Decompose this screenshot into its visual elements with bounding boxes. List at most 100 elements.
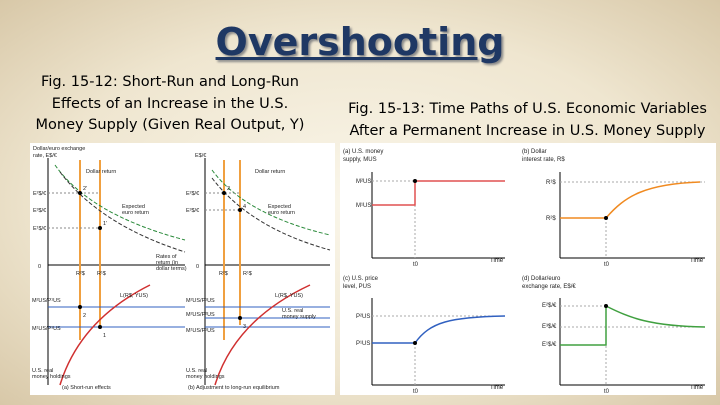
- figure-shape: [238, 208, 242, 212]
- left-caption: Fig. 15-12: Short-Run and Long-Run Effect…: [10, 72, 330, 137]
- figure-shape: [604, 216, 608, 220]
- figure-label: Dollar return: [255, 169, 285, 175]
- figure-label: R²$: [219, 271, 228, 277]
- figure-label: P¹US: [356, 341, 370, 347]
- figure-group: [413, 179, 608, 345]
- figure-label: R¹$: [546, 180, 556, 186]
- figure-shape: [59, 171, 186, 253]
- figure-label: U.S. real: [186, 368, 207, 374]
- figure-shape: [413, 341, 417, 345]
- figure-label: L(R$, YUS): [120, 293, 148, 299]
- figure-label: E³$/€: [186, 208, 199, 214]
- figure-label: R²$: [76, 271, 85, 277]
- figure-label: E²$/€: [33, 191, 46, 197]
- figure-label: E³$/€: [542, 324, 557, 330]
- figure-shape: [560, 181, 701, 219]
- figure-label: E$/€: [195, 153, 206, 159]
- figure-label: 2': [83, 186, 87, 192]
- figure-shape: [413, 179, 417, 183]
- figure-label: Time: [490, 258, 504, 264]
- figure-shape: [98, 226, 102, 230]
- figure-label: Time: [490, 385, 504, 391]
- figure-label: interest rate, R$: [522, 157, 565, 163]
- figure-label: M¹US/P¹US: [186, 328, 215, 334]
- figure-label: (b) Adjustment to long-run equilibrium: [188, 385, 280, 391]
- right-caption: Fig. 15-13: Time Paths of U.S. Economic …: [335, 99, 720, 142]
- figure-label: Expected: [122, 204, 145, 210]
- caption-line: Money Supply (Given Real Output, Y): [35, 117, 305, 133]
- figure-label: E¹$/€: [33, 226, 46, 232]
- caption-line: Effects of an Increase in the U.S.: [51, 95, 289, 112]
- figure-label: t0: [604, 262, 610, 268]
- figure-label: M¹US: [356, 203, 371, 209]
- figure-label: (a) U.S. money: [343, 149, 383, 155]
- figure-label: R¹$: [243, 271, 252, 277]
- figure-shape: [222, 191, 226, 195]
- figure-label: rate, E$/€: [33, 153, 57, 159]
- figure-label: M²US: [356, 179, 371, 185]
- figure-label: E³$/€: [33, 208, 46, 214]
- slide-title: Overshooting: [215, 20, 505, 64]
- figure-shape: [372, 315, 506, 344]
- figure-label: M²US/P¹US: [32, 298, 61, 304]
- figure-shape: [98, 325, 102, 329]
- figure-shape: [211, 169, 331, 236]
- figure-label: R²$: [546, 216, 556, 222]
- figure-label: U.S. real: [32, 368, 53, 374]
- figure-label: t0: [413, 262, 419, 268]
- figure-label: t0: [413, 389, 419, 395]
- figure-label: level, PUS: [343, 284, 371, 290]
- figure-label: Time: [690, 258, 704, 264]
- figure-shape: [340, 143, 716, 395]
- figure-label: 1: [103, 333, 106, 339]
- figure-label: M²US/P¹US: [186, 298, 215, 304]
- figure-label: 3: [243, 324, 246, 330]
- figure-label: M²US/P²US: [186, 312, 215, 318]
- figure-label: Expected: [268, 204, 291, 210]
- figure-label: (b) Dollar: [522, 149, 547, 155]
- figure-shape: [78, 305, 82, 309]
- figure-label: Rates of: [156, 254, 177, 260]
- figure-shape: [238, 316, 242, 320]
- figure-label: 1': [103, 221, 107, 227]
- figure-label: R¹$: [97, 271, 106, 277]
- figure-group: [47, 158, 331, 386]
- figure-label: (d) Dollar/euro: [522, 276, 561, 282]
- figure-label: money holdings: [186, 374, 225, 380]
- figure-label: money holdings: [32, 374, 71, 380]
- figure-label: E²$/€: [186, 191, 199, 197]
- figure-label: Dollar return: [86, 169, 116, 175]
- figure-label: money supply: [282, 314, 316, 320]
- figure-label: M¹US/P¹US: [32, 326, 61, 332]
- figure-label: exchange rate, E$/€: [522, 284, 576, 290]
- caption-line: Fig. 15-13: Time Paths of U.S. Economic …: [348, 101, 707, 117]
- caption-line: Fig. 15-12: Short-Run and Long-Run: [41, 74, 299, 90]
- figure-label: L(R$, YUS): [275, 293, 303, 299]
- figure-group: [78, 191, 242, 329]
- figure-label: Dollar/euro exchange: [33, 146, 85, 152]
- figure-label: euro return: [122, 210, 149, 216]
- figure-shape: [54, 164, 186, 241]
- figure-label: 2: [83, 313, 86, 319]
- figure-shape: [211, 177, 331, 251]
- figure-label: return (in: [156, 260, 178, 266]
- figure-label: P²US: [356, 314, 370, 320]
- figure-shape: [78, 191, 82, 195]
- figure-shape: [214, 284, 311, 386]
- figure-label: (c) U.S. price: [343, 276, 379, 282]
- figure-shape: [372, 180, 505, 206]
- figure-label: 0: [38, 264, 41, 270]
- figure-label: Time: [690, 385, 704, 391]
- figure-label: E¹$/€: [542, 342, 557, 348]
- figure-label: 2: [227, 186, 230, 192]
- figure-label: 4: [243, 204, 246, 210]
- figure-label: supply, MUS: [343, 157, 377, 163]
- figure-shape: [59, 284, 151, 386]
- figure-label: dollar terms): [156, 266, 187, 272]
- caption-line: After a Permanent Increase in U.S. Money…: [349, 122, 706, 139]
- figure-label: U.S. real: [282, 308, 303, 314]
- figure-label: 0: [196, 264, 199, 270]
- figure-label: t0: [604, 389, 610, 395]
